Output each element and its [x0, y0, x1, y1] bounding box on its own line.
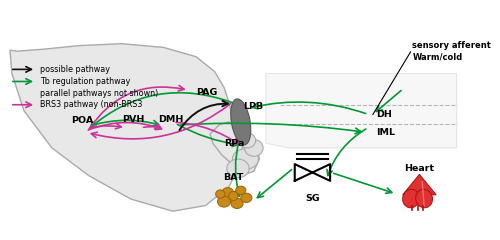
Ellipse shape — [244, 139, 263, 156]
Text: BAT: BAT — [223, 173, 244, 182]
Text: DMH: DMH — [158, 115, 183, 124]
Ellipse shape — [227, 159, 249, 178]
Ellipse shape — [231, 198, 243, 209]
Ellipse shape — [218, 196, 230, 207]
Ellipse shape — [402, 189, 419, 208]
Text: Warm/cold: Warm/cold — [412, 53, 463, 62]
Text: DH: DH — [376, 110, 392, 119]
Polygon shape — [402, 174, 436, 195]
Ellipse shape — [241, 193, 252, 203]
Text: SG: SG — [305, 194, 320, 203]
Ellipse shape — [228, 191, 238, 201]
Ellipse shape — [216, 190, 225, 198]
Text: BRS3 pathway (non-BRS3: BRS3 pathway (non-BRS3 — [40, 100, 142, 109]
Text: parallel pathways not shown): parallel pathways not shown) — [40, 89, 158, 98]
Text: IML: IML — [376, 128, 396, 137]
Text: RPa: RPa — [224, 139, 244, 148]
Polygon shape — [266, 73, 456, 148]
Text: LPB: LPB — [244, 102, 264, 111]
Text: sensory afferent: sensory afferent — [412, 41, 492, 50]
Ellipse shape — [239, 133, 256, 148]
Ellipse shape — [236, 186, 246, 195]
Text: Tb regulation pathway: Tb regulation pathway — [40, 77, 130, 86]
Text: Heart: Heart — [404, 164, 434, 173]
Polygon shape — [10, 44, 260, 211]
Ellipse shape — [416, 189, 432, 208]
Text: PAG: PAG — [196, 88, 218, 96]
Text: possible pathway: possible pathway — [40, 65, 110, 74]
Ellipse shape — [232, 149, 258, 169]
Text: POA: POA — [71, 116, 93, 125]
Ellipse shape — [222, 187, 234, 197]
Ellipse shape — [231, 99, 251, 145]
Text: PVH: PVH — [122, 115, 144, 124]
